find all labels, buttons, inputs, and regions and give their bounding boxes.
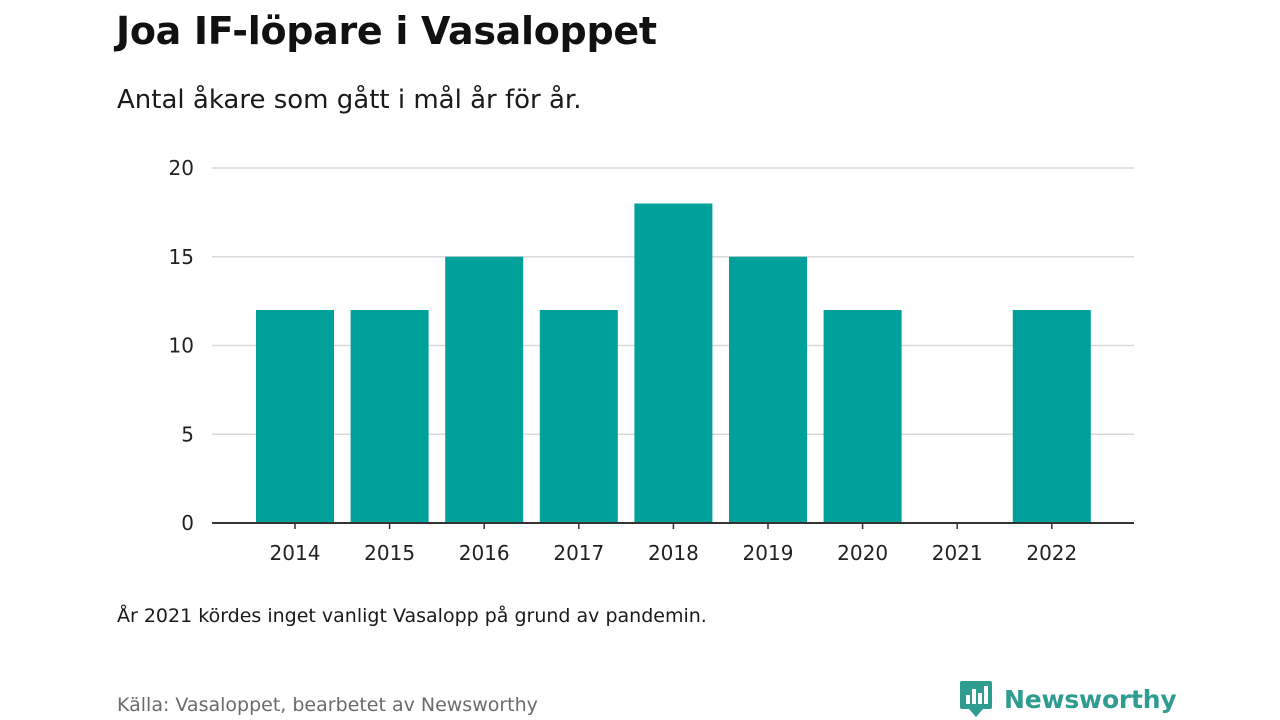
brand-name: Newsworthy xyxy=(1004,684,1177,714)
bar xyxy=(350,310,429,523)
bars xyxy=(256,203,1091,523)
y-tick-label: 20 xyxy=(169,156,194,180)
x-tick-label: 2019 xyxy=(743,541,794,565)
y-tick-label: 0 xyxy=(181,511,194,535)
x-tick-label: 2021 xyxy=(932,541,983,565)
bar xyxy=(539,310,618,523)
x-tick-labels: 2014 2015 2016 2017 2018 2019 2020 2021 2022 xyxy=(270,523,1077,565)
newsworthy-logo-icon xyxy=(960,681,992,717)
bar xyxy=(445,256,524,523)
bar xyxy=(823,310,902,523)
x-tick-label: 2014 xyxy=(270,541,321,565)
bar xyxy=(256,310,334,523)
chart-title: Joa IF-löpare i Vasaloppet xyxy=(116,9,657,53)
source-credit: Källa: Vasaloppet, bearbetet av Newswort… xyxy=(117,694,538,716)
x-tick-label: 2020 xyxy=(837,541,888,565)
footnote: År 2021 kördes inget vanligt Vasalopp på… xyxy=(117,605,707,627)
y-tick-label: 10 xyxy=(169,334,194,358)
x-tick-label: 2016 xyxy=(459,541,510,565)
x-tick-label: 2018 xyxy=(648,541,699,565)
y-tick-label: 15 xyxy=(169,245,194,269)
newsworthy-brand: Newsworthy xyxy=(959,681,1177,717)
y-tick-label: 5 xyxy=(181,422,194,446)
chart-subtitle: Antal åkare som gått i mål år för år. xyxy=(117,85,582,115)
bar xyxy=(729,256,807,523)
y-tick-labels: 0 5 10 15 20 xyxy=(169,156,194,535)
x-tick-label: 2015 xyxy=(364,541,415,565)
bar xyxy=(634,203,713,523)
x-tick-label: 2022 xyxy=(1026,541,1077,565)
bar xyxy=(1012,310,1091,523)
bar-chart: 0 5 10 15 20 2014 2015 2016 2017 2018 2019 2020 202… xyxy=(169,156,1134,565)
x-tick-label: 2017 xyxy=(553,541,604,565)
